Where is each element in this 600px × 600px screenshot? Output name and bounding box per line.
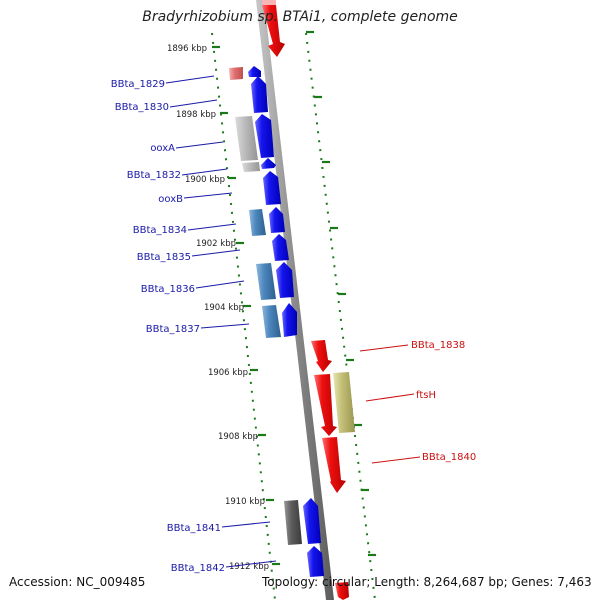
gene-label[interactable]: ooxB bbox=[158, 194, 183, 205]
gene-bbta-1837[interactable] bbox=[262, 305, 281, 338]
gene-bbta-1829[interactable] bbox=[229, 67, 243, 80]
gene-label[interactable]: BBta_1834 bbox=[133, 225, 187, 236]
gene-bbta-1838[interactable] bbox=[311, 340, 332, 372]
gene-label[interactable]: BBta_1830 bbox=[115, 102, 169, 113]
right-label-connectors bbox=[359, 344, 421, 464]
left-major-ticks bbox=[212, 45, 280, 566]
left-gene-labels: BBta_1829 BBta_1830 ooxA BBta_1832 ooxB … bbox=[111, 79, 225, 574]
gene-label[interactable]: BBta_1838 bbox=[411, 340, 465, 351]
gene-label[interactable]: BBta_1829 bbox=[111, 79, 165, 90]
left-label-connectors bbox=[165, 75, 277, 568]
scale-label: 1910 kbp bbox=[225, 497, 265, 507]
scale-label: 1904 kbp bbox=[204, 303, 244, 313]
gene-arrow[interactable] bbox=[248, 66, 261, 77]
gene-arrow[interactable] bbox=[262, 0, 285, 57]
gene-label[interactable]: BBta_1832 bbox=[127, 170, 181, 181]
gene-ooxB[interactable] bbox=[263, 171, 281, 205]
gene-arrow[interactable] bbox=[255, 114, 274, 158]
gene-label[interactable]: BBta_1836 bbox=[141, 284, 195, 295]
scale-label: 1902 kbp bbox=[196, 239, 236, 249]
genome-title: Bradyrhizobium sp. BTAi1, complete genom… bbox=[142, 9, 458, 25]
gene-bbta-1834[interactable] bbox=[249, 209, 266, 236]
gene-arrow[interactable] bbox=[314, 374, 337, 436]
scale-label: 1898 kbp bbox=[176, 110, 216, 120]
scale-label: 1900 kbp bbox=[185, 175, 225, 185]
gene-label[interactable]: ooxA bbox=[150, 143, 175, 154]
gene-bbta-1835[interactable] bbox=[272, 234, 289, 261]
gene-label[interactable]: BBta_1841 bbox=[167, 523, 221, 534]
right-major-ticks bbox=[306, 30, 376, 557]
gene-bbta-1830[interactable] bbox=[251, 76, 268, 113]
scale-labels: 1896 kbp 1898 kbp 1900 kbp 1902 kbp 1904… bbox=[167, 44, 269, 572]
gene-bbta-1836[interactable] bbox=[256, 263, 276, 300]
scale-label: 1912 kbp bbox=[229, 562, 269, 572]
gene-arrow[interactable] bbox=[303, 498, 321, 544]
gene-bbta-1832[interactable] bbox=[261, 158, 276, 169]
gene-bbta-1842[interactable] bbox=[307, 546, 324, 577]
topology-summary: Topology: circular; Length: 8,264,687 bp… bbox=[262, 575, 592, 589]
gene-label[interactable]: BBta_1837 bbox=[146, 324, 200, 335]
gene-label[interactable]: BBta_1835 bbox=[137, 252, 191, 263]
gene-label[interactable]: BBta_1840 bbox=[422, 452, 476, 463]
accession-text: Accession: NC_009485 bbox=[9, 575, 146, 589]
gene-label[interactable]: BBta_1842 bbox=[171, 563, 225, 574]
genome-backbone bbox=[256, 0, 334, 600]
gene-bbta-1840[interactable] bbox=[322, 437, 346, 493]
gene-ooxA[interactable] bbox=[235, 116, 260, 172]
gene-label[interactable]: ftsH bbox=[416, 390, 436, 401]
right-gene-labels: BBta_1838 ftsH BBta_1840 bbox=[411, 340, 476, 463]
gene-arrow[interactable] bbox=[282, 303, 297, 337]
gene-arrow[interactable] bbox=[269, 207, 285, 233]
scale-label: 1908 kbp bbox=[218, 432, 258, 442]
gene-bbta-1841[interactable] bbox=[284, 500, 302, 545]
gene-arrow[interactable] bbox=[335, 582, 349, 600]
gene-arrow[interactable] bbox=[276, 262, 294, 298]
scale-label: 1906 kbp bbox=[208, 368, 248, 378]
gene-ftsH[interactable] bbox=[333, 372, 355, 433]
scale-label: 1896 kbp bbox=[167, 44, 207, 54]
